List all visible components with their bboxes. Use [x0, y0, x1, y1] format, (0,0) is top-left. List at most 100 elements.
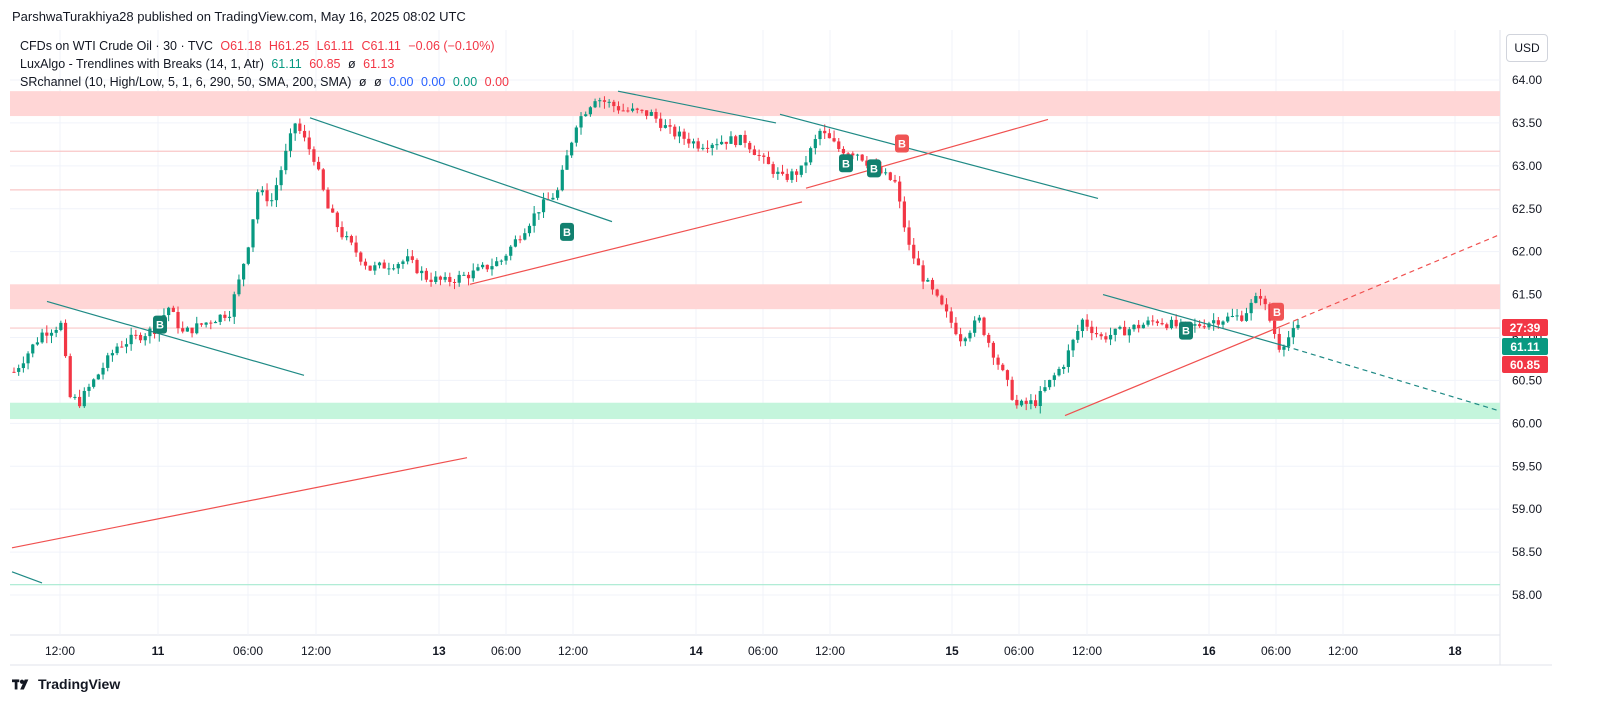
candle-body [509, 246, 513, 256]
marker-label: B [1182, 326, 1190, 338]
srchannel-empty-icon-2: ø [374, 75, 382, 89]
teal-trendline [779, 113, 1099, 200]
candle-body [457, 274, 461, 283]
marker-badge [1179, 321, 1193, 340]
candle-down [785, 168, 789, 183]
candle-down [120, 340, 124, 348]
candle-down [940, 294, 944, 306]
srchannel-name[interactable]: SRchannel (10, High/Low, 5, 1, 6, 290, 5… [20, 75, 352, 89]
candle-down [612, 99, 616, 113]
candle-up [963, 336, 967, 347]
candle-body [1226, 316, 1230, 322]
candle-down [645, 110, 649, 120]
candle-body [1019, 400, 1024, 406]
time-tick-label: 11 [152, 644, 165, 658]
time-axis[interactable]: 12:00 11 06:00 12:00 13 06:00 12:00 14 06:00 12:0… [45, 644, 1462, 658]
price-tick-label: 62.50 [1512, 202, 1542, 216]
candle-up [1287, 330, 1291, 351]
time-tick-label: 12:00 [1328, 644, 1358, 658]
candle-body [481, 264, 485, 268]
chart-grid [10, 30, 1552, 666]
candle-body [199, 323, 204, 325]
candle-down [841, 146, 846, 156]
candle-down [138, 332, 143, 344]
candle-body [345, 236, 349, 238]
open-value: O61.18 [220, 39, 262, 53]
candle-body [921, 265, 925, 282]
candle-down [171, 305, 175, 313]
candle-body [827, 133, 831, 139]
tradingview-logo-icon [12, 679, 29, 690]
srchannel-value-2: 0.00 [421, 75, 446, 89]
candle-down [832, 130, 836, 143]
candle-up [457, 270, 461, 287]
candle-down [748, 140, 752, 154]
candle-body [391, 268, 396, 270]
candle-body [354, 242, 358, 253]
candle-body [45, 332, 49, 336]
candle-body [668, 125, 672, 127]
candle-body [1258, 296, 1263, 299]
candle-body [1296, 324, 1300, 329]
candle-up [1254, 292, 1258, 304]
candle-up [1048, 379, 1052, 390]
price-tick-label: 58.50 [1512, 545, 1542, 559]
close-value: C61.11 [361, 39, 401, 53]
candle-body [1038, 391, 1042, 407]
symbol-name[interactable]: CFDs on WTI Crude Oil · 30 · TVC [20, 39, 213, 53]
footer-brand[interactable]: TradingView [12, 676, 120, 692]
candle-body [274, 185, 279, 201]
candle-down [705, 140, 710, 153]
candle-body [944, 304, 949, 312]
candle-body [448, 276, 452, 282]
candle-down [452, 278, 457, 290]
candle-up [434, 271, 438, 285]
candle-down [349, 234, 354, 246]
candle-down [930, 277, 935, 295]
time-tick-label: 06:00 [491, 644, 521, 658]
candle-body [1113, 328, 1117, 335]
candle-down [1033, 394, 1038, 409]
candle-down [954, 317, 958, 336]
candle-body [120, 346, 124, 348]
candle-down [199, 322, 204, 327]
candle-up [82, 387, 86, 409]
time-tick-label: 06:00 [233, 644, 263, 658]
candle-body [87, 386, 91, 391]
candle-down [949, 307, 953, 329]
candle-up [1052, 372, 1056, 387]
legend-luxalgo[interactable]: LuxAlgo - Trendlines with Breaks (14, 1,… [20, 57, 398, 71]
candle-down [335, 211, 339, 233]
candle-body [1090, 326, 1094, 334]
candle-up [509, 244, 513, 261]
candle-body [724, 141, 728, 144]
candle-body [1076, 331, 1080, 340]
candle-up [40, 328, 44, 344]
legend-srchannel[interactable]: SRchannel (10, High/Low, 5, 1, 6, 290, 5… [20, 75, 513, 89]
candle-down [1263, 295, 1267, 311]
candle-body [237, 279, 241, 295]
candle-body [973, 320, 977, 333]
candle-body [316, 161, 321, 170]
currency-button[interactable]: USD [1506, 34, 1548, 62]
candle-body [705, 147, 710, 149]
candle-body [762, 155, 766, 157]
luxalgo-name[interactable]: LuxAlgo - Trendlines with Breaks (14, 1,… [20, 57, 264, 71]
candle-body [176, 311, 180, 329]
candlesticks[interactable] [12, 96, 1300, 414]
candle-down [359, 251, 363, 266]
candle-body [527, 225, 532, 234]
time-tick-label: 12:00 [1072, 644, 1102, 658]
candle-up [1113, 328, 1117, 342]
candle-body [710, 144, 714, 149]
candle-up [213, 320, 218, 324]
candle-body [1193, 324, 1197, 326]
candle-up [813, 134, 817, 155]
candle-down [1258, 288, 1263, 306]
candle-body [185, 327, 189, 332]
legend-symbol[interactable]: CFDs on WTI Crude Oil · 30 · TVC O61.18 … [20, 39, 498, 53]
candle-body [101, 367, 105, 375]
low-value: L61.11 [316, 39, 354, 53]
candle-body [302, 130, 307, 138]
